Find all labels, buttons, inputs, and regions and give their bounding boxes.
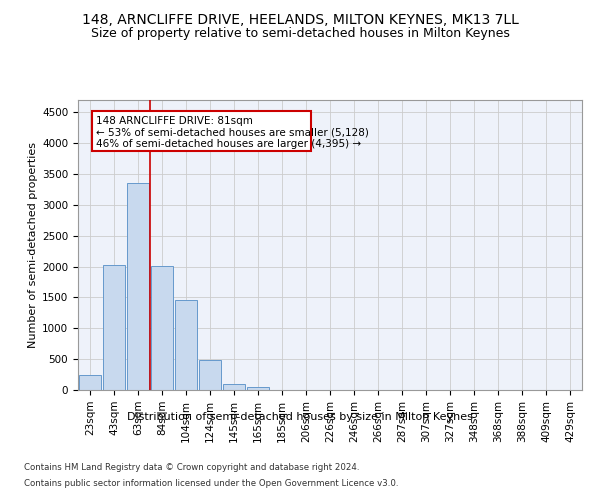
Y-axis label: Number of semi-detached properties: Number of semi-detached properties (28, 142, 38, 348)
Text: Size of property relative to semi-detached houses in Milton Keynes: Size of property relative to semi-detach… (91, 28, 509, 40)
Bar (247, 386, 269, 390)
Bar (103, 264, 125, 390)
Text: Distribution of semi-detached houses by size in Milton Keynes: Distribution of semi-detached houses by … (127, 412, 473, 422)
Text: Contains public sector information licensed under the Open Government Licence v3: Contains public sector information licen… (24, 478, 398, 488)
Text: 148 ARNCLIFFE DRIVE: 81sqm: 148 ARNCLIFFE DRIVE: 81sqm (96, 116, 253, 126)
Bar (79, 374, 101, 390)
Text: ← 53% of semi-detached houses are smaller (5,128): ← 53% of semi-detached houses are smalle… (96, 128, 369, 138)
Text: 46% of semi-detached houses are larger (4,395) →: 46% of semi-detached houses are larger (… (96, 139, 361, 149)
Bar (151, 266, 173, 390)
Text: 148, ARNCLIFFE DRIVE, HEELANDS, MILTON KEYNES, MK13 7LL: 148, ARNCLIFFE DRIVE, HEELANDS, MILTON K… (82, 12, 518, 26)
Bar (199, 360, 221, 390)
Text: Contains HM Land Registry data © Crown copyright and database right 2024.: Contains HM Land Registry data © Crown c… (24, 464, 359, 472)
Bar (175, 300, 197, 390)
FancyBboxPatch shape (92, 111, 311, 151)
Bar (127, 182, 149, 390)
Bar (223, 384, 245, 390)
